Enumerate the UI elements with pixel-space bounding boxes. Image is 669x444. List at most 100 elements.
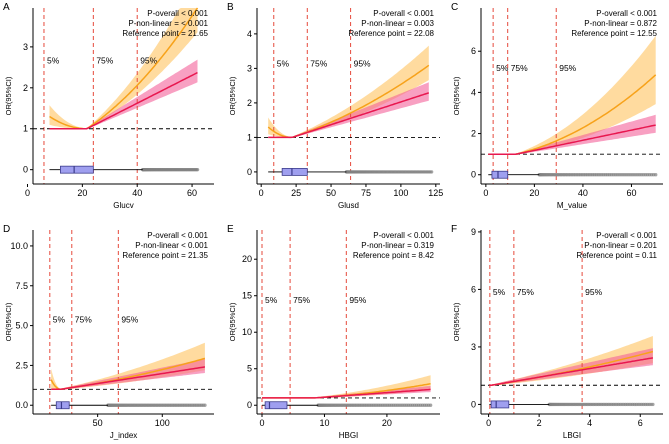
x-tick-label: 0 <box>259 188 264 198</box>
percentile-label: 5% <box>265 295 278 305</box>
x-tick-label: 50 <box>93 418 103 428</box>
outlier-point <box>428 403 433 407</box>
stat-text: P-non-linear = 0.319 <box>361 241 434 250</box>
y-tick-label: 1 <box>23 124 28 134</box>
outlier-points <box>537 173 658 177</box>
stat-text: Reference point = 8.42 <box>353 251 435 260</box>
y-tick-label: 3 <box>247 63 252 73</box>
x-tick-label: 125 <box>428 188 443 198</box>
linear-ci-band <box>489 348 653 386</box>
stat-text: P-non-linear = 0.003 <box>361 19 434 28</box>
outlier-points <box>316 403 433 407</box>
panel-d: 5% 75% 95% 50 100 0.0 2.5 5.0 7.5 10.0 J_index OR(9… <box>3 224 214 440</box>
outlier-points <box>547 402 655 407</box>
y-tick-label: 2.5 <box>15 360 28 370</box>
x-axis-title: Glusd <box>338 201 359 210</box>
panel-label: E <box>227 224 234 235</box>
y-tick-label: 2 <box>247 98 252 108</box>
y-tick-label: 0 <box>23 165 28 175</box>
y-tick-label: 5 <box>247 364 252 374</box>
x-tick-label: 20 <box>382 418 392 428</box>
linear-ci-band <box>51 358 205 390</box>
stat-text: P-overall < 0.001 <box>373 9 434 18</box>
y-tick-label: 6 <box>471 284 476 294</box>
box-iqr <box>490 400 510 409</box>
box-iqr <box>60 165 94 174</box>
stat-text: P-non-linear < 0.001 <box>135 241 208 250</box>
outlier-points <box>344 170 434 174</box>
x-tick-label: 0 <box>483 188 488 198</box>
outlier-point <box>203 403 207 407</box>
outlier-point <box>654 173 658 177</box>
y-tick-label: 15 <box>242 291 252 301</box>
x-tick-label: 20 <box>77 188 87 198</box>
x-tick-label: 0 <box>486 418 491 428</box>
x-tick-label: 100 <box>393 188 408 198</box>
x-axis-title: Glucv <box>113 201 133 210</box>
x-tick-label: 40 <box>578 188 588 198</box>
percentile-label: 75% <box>310 59 327 69</box>
panel-label: A <box>3 2 10 13</box>
nonlinear-ci-band <box>488 35 656 155</box>
linear-ci-band <box>488 114 656 155</box>
y-tick-label: 4 <box>471 87 476 97</box>
panel-f: 5% 75% 95% 0 2 4 6 0 3 6 9 LBGI OR(95%CI) F P-overall … <box>451 224 663 440</box>
y-tick-label: 10 <box>242 327 252 337</box>
x-tick-label: 10 <box>319 418 329 428</box>
y-axis-title: OR(95%CI) <box>228 302 237 341</box>
percentile-label: 95% <box>121 314 138 324</box>
percentile-label: 5% <box>53 314 66 324</box>
linear-or-line <box>49 71 198 130</box>
panel-c: 5% 75% 95% 0 20 40 60 0 2 4 6 M_value OR(95%CI) C P-ov… <box>451 2 663 210</box>
y-tick-label: 1 <box>247 132 252 142</box>
percentile-label: 95% <box>140 55 157 65</box>
linear-or-line <box>489 357 654 387</box>
panel-e: 5% 75% 95% 0 10 20 0 5 10 15 20 HBGI OR(95%CI) E P-ove… <box>227 224 440 440</box>
percentile-label: 5% <box>277 59 290 69</box>
x-tick-label: 2 <box>537 418 542 428</box>
panel-b: 5% 75% 95% 0 25 50 75 100 125 0 1 2 3 4 Glusd OR(95%CI)… <box>227 2 443 210</box>
stat-text: Reference point = 0.11 <box>576 251 657 260</box>
y-axis-title: OR(95%CI) <box>452 302 461 341</box>
percentile-label: 5% <box>496 63 509 73</box>
outlier-point <box>429 170 434 174</box>
linear-or-line <box>262 388 431 399</box>
outlier-point <box>195 167 200 172</box>
y-tick-label: 0 <box>247 167 252 177</box>
nonlinear-ci-band <box>268 45 429 138</box>
box-iqr <box>264 401 288 410</box>
percentile-label: 75% <box>517 287 534 297</box>
panel-a: 5% 75% 95% 0 20 40 60 0 1 2 3 Glucv OR(95%CI) A P-over… <box>3 2 214 210</box>
y-axis-title: OR(95%CI) <box>4 76 13 115</box>
panel-label: C <box>451 2 458 13</box>
stat-text: P-non-linear = 0.872 <box>584 19 657 28</box>
percentile-label: 95% <box>354 59 371 69</box>
linear-or-line <box>51 366 206 391</box>
x-tick-label: 60 <box>626 188 636 198</box>
stat-text: Reference point = 21.35 <box>122 251 208 260</box>
x-tick-label: 6 <box>638 418 643 428</box>
y-axis-title: OR(95%CI) <box>228 76 237 115</box>
percentile-label: 75% <box>75 314 92 324</box>
percentile-label: 75% <box>511 63 528 73</box>
nonlinear-ci-band <box>49 8 198 130</box>
y-tick-label: 4 <box>247 29 252 39</box>
x-axis-title: LBGI <box>563 431 581 440</box>
percentile-label: 95% <box>585 287 602 297</box>
y-axis-title: OR(95%CI) <box>452 76 461 115</box>
y-tick-label: 2 <box>471 129 476 139</box>
x-tick-label: 4 <box>587 418 592 428</box>
x-tick-label: 75 <box>361 188 371 198</box>
percentile-label: 75% <box>96 55 113 65</box>
percentile-label: 75% <box>293 295 310 305</box>
stat-text: P-overall < 0.001 <box>147 9 208 18</box>
stat-text: Reference point = 12.55 <box>571 29 657 38</box>
y-tick-label: 0 <box>247 400 252 410</box>
y-tick-label: 2 <box>23 83 28 93</box>
outlier-points <box>140 167 200 172</box>
percentile-label: 95% <box>349 295 366 305</box>
x-axis-title: M_value <box>557 201 588 210</box>
x-tick-label: 25 <box>291 188 301 198</box>
x-tick-label: 60 <box>187 188 197 198</box>
